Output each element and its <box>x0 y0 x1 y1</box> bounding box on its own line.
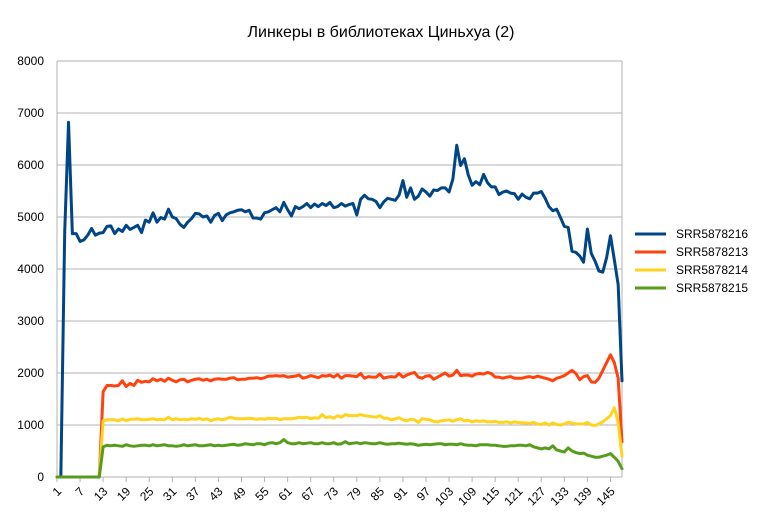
y-tick-label: 6000 <box>17 158 44 172</box>
series-line-SRR5878213 <box>55 353 624 479</box>
y-tick-label: 2000 <box>17 366 44 380</box>
axes <box>56 61 622 482</box>
legend-label: SRR5878216 <box>676 227 748 241</box>
legend-label: SRR5878215 <box>676 281 748 295</box>
y-tick-label: 5000 <box>17 210 44 224</box>
series-lines <box>55 120 624 479</box>
series-line-SRR5878216 <box>55 120 624 479</box>
y-tick-label: 8000 <box>17 54 44 68</box>
legend: SRR5878216 SRR5878213 SRR5878214 SRR5878215 <box>635 227 748 295</box>
y-tick-label: 7000 <box>17 106 44 120</box>
series-line-SRR5878215 <box>55 438 624 479</box>
legend-label: SRR5878214 <box>676 263 748 277</box>
gridlines <box>57 60 623 477</box>
y-tick-label: 0 <box>37 470 44 484</box>
legend-label: SRR5878213 <box>676 245 748 259</box>
chart-title: Линкеры в библиотеках Циньхуа (2) <box>248 24 515 41</box>
series-line-SRR5878214 <box>55 406 624 479</box>
y-tick-label: 4000 <box>17 262 44 276</box>
y-axis-tick-labels: 0 1000 2000 3000 4000 5000 6000 7000 8000 <box>17 54 44 484</box>
y-tick-label: 3000 <box>17 314 44 328</box>
y-tick-label: 1000 <box>17 418 44 432</box>
